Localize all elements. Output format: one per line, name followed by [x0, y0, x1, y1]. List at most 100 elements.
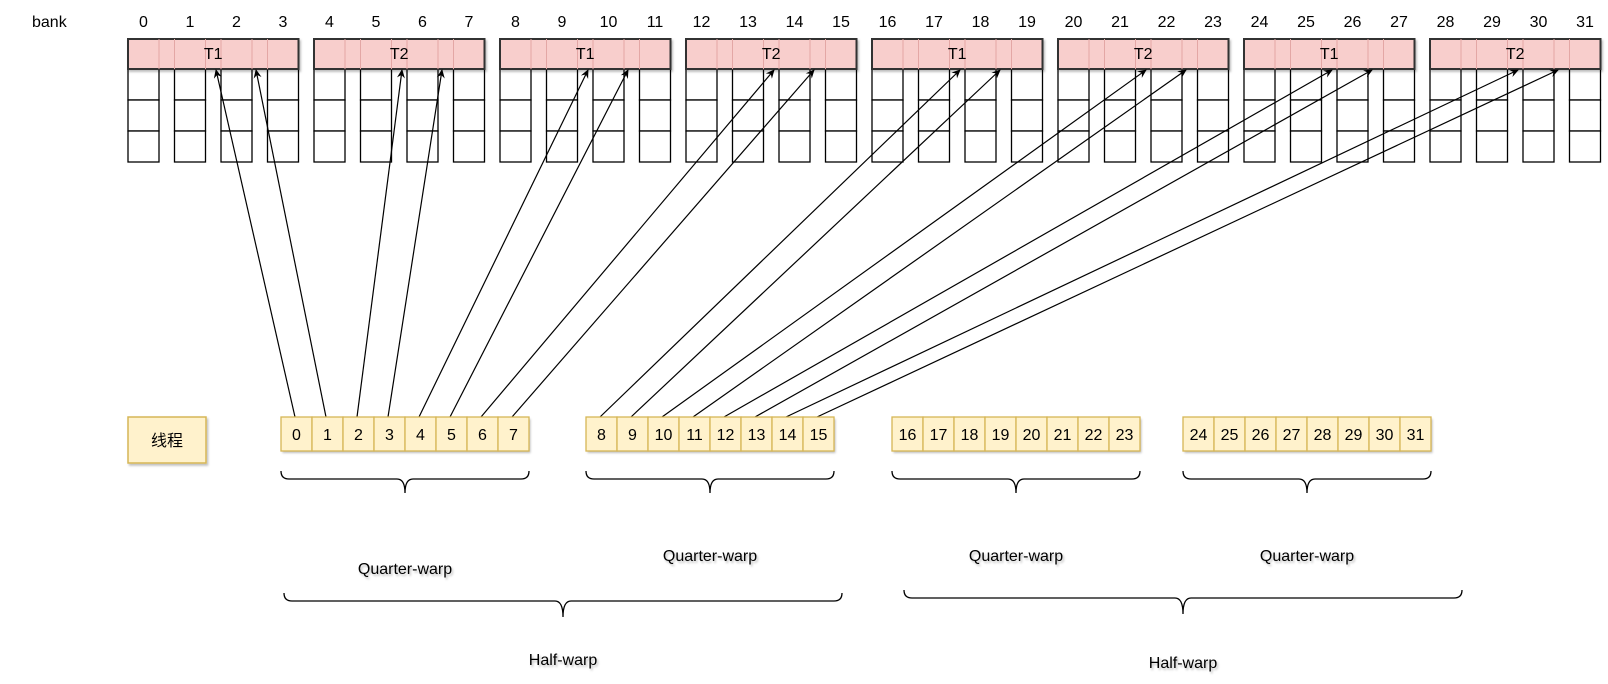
thread-cell: 24: [1182, 416, 1215, 452]
bank-cell: [452, 99, 486, 132]
thread-cell: 31: [1399, 416, 1432, 452]
thread-cell: 14: [771, 416, 804, 452]
bank-cell: [545, 99, 579, 132]
quarter-warp-label: Quarter-warp: [663, 548, 757, 565]
bank-cell: [1336, 130, 1369, 163]
bank-number: 21: [1111, 14, 1129, 31]
bank-cell: [1289, 99, 1323, 132]
bank-group-bars: T1 T2 T1 T2 T1 T2 T1 T2: [127, 38, 1602, 70]
thread-id: 6: [478, 427, 487, 444]
bank-cell: [313, 68, 346, 101]
thread-id: 7: [509, 427, 518, 444]
bank-column-grid: [127, 68, 1602, 163]
bank-cell: [173, 68, 207, 101]
bank-number: 12: [693, 14, 711, 31]
thread-cell: 19: [984, 416, 1017, 452]
bank-cell: [871, 99, 904, 132]
bank-number: 26: [1344, 14, 1362, 31]
bank-group-bar: T1: [127, 38, 300, 70]
bank-cell: [824, 99, 858, 132]
bank-cell: [638, 68, 672, 101]
bank-cell: [1382, 130, 1416, 163]
bank-number: 11: [647, 14, 664, 31]
thread-cell: 13: [740, 416, 773, 452]
bank-cell: [1150, 130, 1183, 163]
bank-cell: [1289, 130, 1323, 163]
bank-cell: [1522, 130, 1555, 163]
bank-group-label: T2: [390, 46, 409, 63]
bank-number: 4: [325, 14, 334, 31]
bank-group-label: T1: [204, 46, 223, 63]
bank-cell: [1243, 130, 1276, 163]
thread-cell: 2: [342, 416, 375, 452]
bank-cell: [1103, 68, 1137, 101]
access-arrow: [213, 69, 296, 418]
thread-cell: 9: [616, 416, 649, 452]
bank-number: 14: [786, 14, 804, 31]
thread-cell: 25: [1213, 416, 1246, 452]
access-arrow: [661, 69, 1147, 418]
quarter-warp-brace: [1182, 470, 1432, 494]
bank-cell: [824, 130, 858, 163]
bank-group-label: T1: [948, 46, 967, 63]
access-arrow: [599, 69, 961, 418]
thread-id: 23: [1116, 427, 1134, 444]
bank-number: 15: [832, 14, 850, 31]
bank-cell: [266, 68, 300, 101]
thread-id: 12: [717, 427, 735, 444]
thread-cell: 20: [1015, 416, 1048, 452]
thread-id: 15: [810, 427, 828, 444]
thread-cell: 8: [585, 416, 618, 452]
bank-number: 17: [925, 14, 943, 31]
bank-cell: [871, 68, 904, 101]
bank-cell: [1103, 99, 1137, 132]
bank-number: 31: [1576, 14, 1594, 31]
thread-cell: 28: [1306, 416, 1339, 452]
thread-cell: 27: [1275, 416, 1308, 452]
access-arrow: [253, 69, 327, 418]
thread-legend-label: 线程: [151, 432, 183, 450]
bank-number: 28: [1437, 14, 1455, 31]
bank-cell: [313, 99, 346, 132]
thread-cell: 11: [678, 416, 711, 452]
bank-number: 13: [739, 14, 757, 31]
thread-id: 21: [1054, 427, 1072, 444]
bank-cell: [499, 130, 532, 163]
bank-cell: [917, 130, 951, 163]
bank-cell: [731, 99, 765, 132]
bank-cell: [499, 99, 532, 132]
bank-cell: [1150, 99, 1183, 132]
thread-id: 13: [748, 427, 766, 444]
thread-id: 5: [447, 427, 456, 444]
bank-cell: [173, 99, 207, 132]
bank-number: 29: [1483, 14, 1501, 31]
access-arrow: [785, 69, 1519, 418]
thread-cell: 3: [373, 416, 406, 452]
bank-number: 24: [1251, 14, 1269, 31]
bank-number: 1: [186, 14, 195, 31]
access-arrow: [816, 69, 1559, 418]
bank-cell: [406, 68, 439, 101]
bank-cell: [1522, 99, 1555, 132]
bank-cell: [1243, 68, 1276, 101]
thread-id: 1: [323, 427, 332, 444]
bank-cell: [1010, 99, 1044, 132]
bank-cell: [1429, 68, 1462, 101]
thread-id: 31: [1407, 427, 1425, 444]
bank-number: 27: [1390, 14, 1408, 31]
quarter-warp-label: Quarter-warp: [1260, 548, 1354, 565]
bank-group-bar: T1: [871, 38, 1044, 70]
bank-cell: [266, 99, 300, 132]
thread-legend-box: 线程: [127, 416, 207, 464]
thread-id: 29: [1345, 427, 1363, 444]
bank-cell: [1336, 99, 1369, 132]
thread-cell: 18: [953, 416, 986, 452]
access-arrow: [418, 69, 589, 418]
thread-cell: 30: [1368, 416, 1401, 452]
bank-number: 7: [465, 14, 474, 31]
access-arrow: [723, 69, 1333, 418]
thread-id: 11: [686, 427, 703, 444]
bank-group-bar: T1: [1243, 38, 1416, 70]
bank-cell: [1475, 99, 1509, 132]
bank-number: 20: [1065, 14, 1083, 31]
